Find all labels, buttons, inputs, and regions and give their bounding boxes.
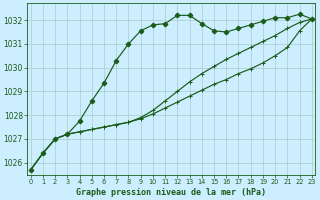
X-axis label: Graphe pression niveau de la mer (hPa): Graphe pression niveau de la mer (hPa) <box>76 188 266 197</box>
